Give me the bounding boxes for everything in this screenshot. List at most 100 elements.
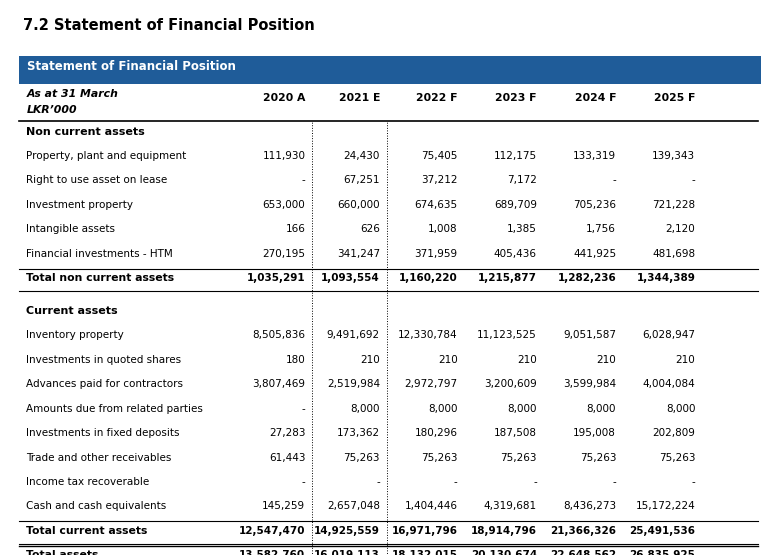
- Text: 2,120: 2,120: [666, 224, 695, 234]
- Text: Inventory property: Inventory property: [26, 330, 124, 340]
- Text: 27,283: 27,283: [269, 428, 305, 438]
- Text: 15,172,224: 15,172,224: [636, 501, 695, 511]
- FancyBboxPatch shape: [19, 56, 761, 84]
- Text: 21,366,326: 21,366,326: [550, 526, 616, 536]
- Text: 24,430: 24,430: [343, 151, 380, 161]
- Text: 75,263: 75,263: [421, 452, 458, 462]
- Text: 111,930: 111,930: [263, 151, 305, 161]
- Text: 13,582,760: 13,582,760: [239, 550, 305, 555]
- Text: Cash and cash equivalents: Cash and cash equivalents: [26, 501, 166, 511]
- Text: 660,000: 660,000: [337, 200, 380, 210]
- Text: 9,051,587: 9,051,587: [563, 330, 616, 340]
- Text: 166: 166: [285, 224, 305, 234]
- Text: 202,809: 202,809: [653, 428, 695, 438]
- Text: Investments in quoted shares: Investments in quoted shares: [26, 355, 181, 365]
- Text: -: -: [533, 477, 537, 487]
- Text: -: -: [376, 477, 380, 487]
- Text: 75,263: 75,263: [343, 452, 380, 462]
- Text: 3,200,609: 3,200,609: [484, 379, 537, 389]
- Text: -: -: [301, 175, 305, 185]
- Text: 8,000: 8,000: [428, 403, 458, 413]
- Text: 18,914,796: 18,914,796: [471, 526, 537, 536]
- Text: Non current assets: Non current assets: [26, 127, 145, 137]
- Text: 75,263: 75,263: [500, 452, 537, 462]
- Text: 3,807,469: 3,807,469: [253, 379, 305, 389]
- Text: 653,000: 653,000: [263, 200, 305, 210]
- Text: -: -: [612, 477, 616, 487]
- Text: 8,000: 8,000: [350, 403, 380, 413]
- Text: 8,000: 8,000: [507, 403, 537, 413]
- Text: -: -: [454, 477, 458, 487]
- Text: 210: 210: [517, 355, 537, 365]
- Text: Trade and other receivables: Trade and other receivables: [26, 452, 171, 462]
- Text: 25,491,536: 25,491,536: [629, 526, 695, 536]
- Text: 8,436,273: 8,436,273: [563, 501, 616, 511]
- Text: 441,925: 441,925: [573, 249, 616, 259]
- Text: Financial investments - HTM: Financial investments - HTM: [26, 249, 172, 259]
- Text: Current assets: Current assets: [26, 306, 117, 316]
- Text: 3,599,984: 3,599,984: [563, 379, 616, 389]
- Text: 187,508: 187,508: [494, 428, 537, 438]
- Text: Advances paid for contractors: Advances paid for contractors: [26, 379, 183, 389]
- Text: 14,925,559: 14,925,559: [314, 526, 380, 536]
- Text: 2022 F: 2022 F: [416, 93, 458, 103]
- Text: 1,093,554: 1,093,554: [321, 273, 380, 283]
- Text: 7,172: 7,172: [507, 175, 537, 185]
- Text: 11,123,525: 11,123,525: [477, 330, 537, 340]
- Text: 139,343: 139,343: [652, 151, 695, 161]
- Text: 12,330,784: 12,330,784: [398, 330, 458, 340]
- Text: 1,404,446: 1,404,446: [405, 501, 458, 511]
- Text: 2023 F: 2023 F: [496, 93, 537, 103]
- Text: 2,657,048: 2,657,048: [327, 501, 380, 511]
- Text: 75,405: 75,405: [421, 151, 458, 161]
- Text: -: -: [301, 403, 305, 413]
- Text: 145,259: 145,259: [262, 501, 305, 511]
- Text: 67,251: 67,251: [343, 175, 380, 185]
- Text: 2,519,984: 2,519,984: [327, 379, 380, 389]
- Text: 626: 626: [360, 224, 380, 234]
- Text: 210: 210: [597, 355, 616, 365]
- Text: Income tax recoverable: Income tax recoverable: [26, 477, 149, 487]
- Text: 721,228: 721,228: [652, 200, 695, 210]
- Text: 133,319: 133,319: [573, 151, 616, 161]
- Text: 481,698: 481,698: [652, 249, 695, 259]
- Text: 1,215,877: 1,215,877: [478, 273, 537, 283]
- Text: 9,491,692: 9,491,692: [327, 330, 380, 340]
- Text: Statement of Financial Position: Statement of Financial Position: [27, 59, 236, 73]
- Text: -: -: [301, 477, 305, 487]
- Text: 22,648,562: 22,648,562: [550, 550, 616, 555]
- Text: 7.2 Statement of Financial Position: 7.2 Statement of Financial Position: [23, 18, 315, 33]
- Text: Investments in fixed deposits: Investments in fixed deposits: [26, 428, 179, 438]
- Text: Property, plant and equipment: Property, plant and equipment: [26, 151, 186, 161]
- Text: 8,000: 8,000: [666, 403, 695, 413]
- Text: 2,972,797: 2,972,797: [405, 379, 458, 389]
- Text: LKR’000: LKR’000: [27, 105, 78, 115]
- Text: 2020 A: 2020 A: [263, 93, 305, 103]
- Text: Intangible assets: Intangible assets: [26, 224, 115, 234]
- Text: As at 31 March: As at 31 March: [27, 89, 119, 99]
- Text: 26,835,925: 26,835,925: [629, 550, 695, 555]
- Text: 6,028,947: 6,028,947: [643, 330, 695, 340]
- Text: 1,756: 1,756: [587, 224, 616, 234]
- Text: 674,635: 674,635: [414, 200, 458, 210]
- Text: 1,160,220: 1,160,220: [399, 273, 458, 283]
- Text: 1,282,236: 1,282,236: [557, 273, 616, 283]
- Text: 16,019,113: 16,019,113: [314, 550, 380, 555]
- Text: 8,505,836: 8,505,836: [253, 330, 305, 340]
- Text: 689,709: 689,709: [494, 200, 537, 210]
- Text: 75,263: 75,263: [659, 452, 695, 462]
- Text: 2024 F: 2024 F: [575, 93, 616, 103]
- Text: Total current assets: Total current assets: [26, 526, 147, 536]
- Text: 173,362: 173,362: [336, 428, 380, 438]
- Text: 12,547,470: 12,547,470: [239, 526, 305, 536]
- Text: 705,236: 705,236: [573, 200, 616, 210]
- Text: 180: 180: [286, 355, 305, 365]
- Text: 405,436: 405,436: [494, 249, 537, 259]
- Text: 2021 E: 2021 E: [339, 93, 380, 103]
- Text: -: -: [692, 477, 695, 487]
- Text: 1,035,291: 1,035,291: [247, 273, 305, 283]
- Text: 16,971,796: 16,971,796: [392, 526, 458, 536]
- Text: 37,212: 37,212: [421, 175, 458, 185]
- Text: 341,247: 341,247: [336, 249, 380, 259]
- Text: 1,008: 1,008: [428, 224, 458, 234]
